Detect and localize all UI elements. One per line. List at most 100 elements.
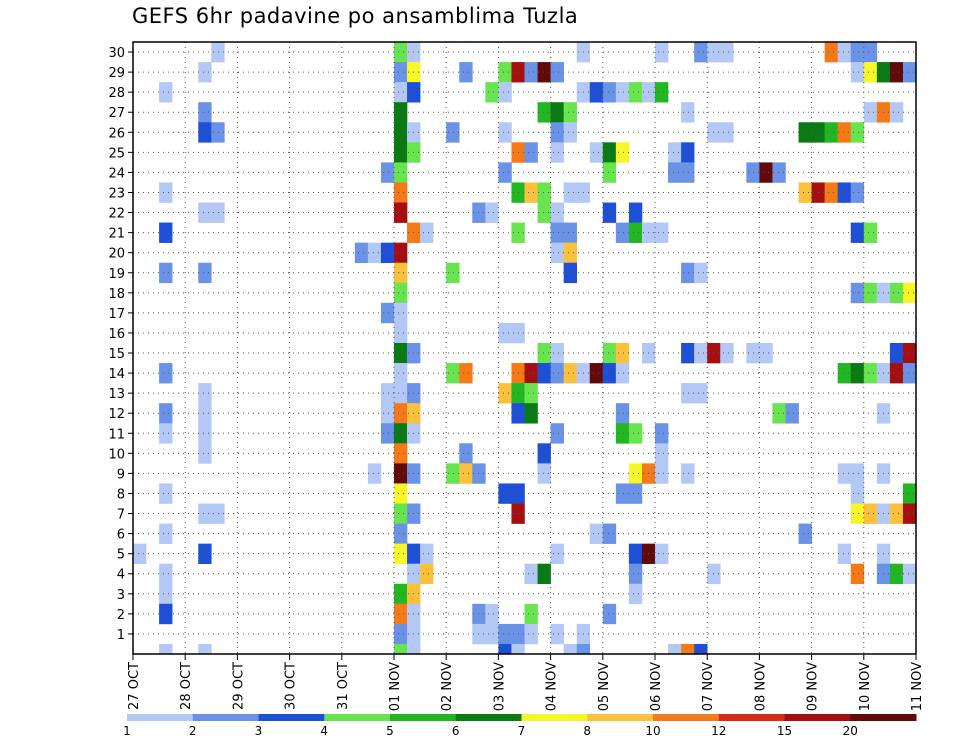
heatmap-cell	[824, 182, 838, 203]
heatmap-cell	[668, 142, 682, 163]
grid-lines	[133, 42, 916, 654]
heatmap-cell	[902, 342, 917, 364]
heatmap-cell	[889, 102, 904, 123]
heatmap-cell	[420, 543, 434, 565]
heatmap-cell	[850, 483, 865, 504]
heatmap-cell	[394, 583, 408, 605]
heatmap-cell	[394, 503, 408, 524]
heatmap-cell	[211, 42, 225, 63]
heatmap-cell	[394, 322, 408, 344]
heatmap-cell	[511, 643, 525, 655]
heatmap-cell	[655, 443, 669, 464]
y-axis: 1234567891011121314151617181920212223242…	[108, 46, 133, 643]
y-tick-label: 16	[108, 327, 125, 342]
heatmap-cell	[837, 42, 852, 63]
y-tick-label: 19	[108, 267, 125, 282]
heatmap-cell	[394, 42, 408, 63]
heatmap-cell	[772, 403, 786, 424]
colorbar-swatch	[587, 714, 654, 721]
heatmap-cell	[863, 503, 878, 524]
heatmap-cell	[524, 182, 538, 203]
heatmap-cell	[628, 583, 643, 605]
y-tick-label: 14	[108, 367, 125, 382]
heatmap-cell	[537, 342, 551, 364]
y-tick-label: 2	[117, 608, 125, 623]
chart-title: GEFS 6hr padavine po ansamblima Tuzla	[132, 4, 579, 28]
heatmap-cell	[550, 122, 564, 143]
heatmap-cell	[524, 623, 538, 645]
heatmap-cell	[615, 483, 630, 504]
heatmap-cell	[615, 423, 630, 444]
heatmap-cell	[668, 162, 682, 183]
x-tick-label: 06 NOV	[649, 662, 664, 711]
heatmap-cell	[394, 142, 408, 163]
heatmap-cell	[850, 282, 865, 304]
heatmap-cell	[420, 563, 434, 585]
y-tick-label: 23	[108, 186, 125, 201]
heatmap-cell	[537, 563, 551, 585]
heatmap-cell	[602, 202, 617, 223]
x-tick-label: 30 OCT	[284, 662, 299, 710]
heatmap-cell	[394, 242, 408, 264]
heatmap-cell	[902, 503, 917, 524]
heatmap-cell	[759, 342, 773, 364]
heatmap-cell	[380, 242, 395, 264]
heatmap-cell	[524, 563, 538, 585]
heatmap-cell	[628, 222, 643, 243]
heatmap-cell	[615, 142, 630, 163]
heatmap-cell	[681, 142, 695, 163]
heatmap-cell	[394, 523, 408, 544]
y-tick-label: 10	[108, 447, 125, 462]
heatmap-cell	[367, 463, 382, 484]
colorbar-label: 20	[843, 724, 858, 738]
heatmap-cell	[563, 242, 577, 264]
x-tick-label: 10 NOV	[858, 662, 873, 711]
heatmap-cell	[694, 42, 708, 63]
heatmap-cell	[394, 102, 408, 123]
heatmap-cell	[394, 122, 408, 143]
heatmap-cell	[902, 282, 917, 304]
x-tick-label: 03 NOV	[492, 662, 507, 711]
heatmap-cell	[550, 222, 564, 243]
heatmap-cell	[198, 383, 212, 404]
heatmap-cell	[694, 262, 708, 284]
heatmap-cell	[198, 62, 212, 83]
heatmap-cell	[498, 483, 512, 504]
heatmap-cell	[889, 342, 904, 364]
colorbar-label: 1	[123, 724, 131, 738]
heatmap-cell	[498, 383, 512, 404]
heatmap-cell	[772, 162, 786, 183]
heatmap-cell	[655, 423, 669, 444]
heatmap-cell	[198, 102, 212, 123]
heatmap-cell	[459, 62, 473, 83]
colorbar-swatch	[455, 714, 522, 721]
y-tick-label: 15	[108, 347, 125, 362]
heatmap-cell	[785, 403, 799, 424]
heatmap-cell	[380, 302, 395, 324]
heatmap-cell	[850, 122, 865, 143]
heatmap-cell	[380, 403, 395, 424]
heatmap-cell	[550, 543, 564, 565]
y-tick-label: 17	[108, 307, 125, 322]
x-tick-label: 31 OCT	[336, 662, 351, 710]
heatmap-cell	[394, 603, 408, 625]
y-tick-label: 29	[108, 66, 125, 81]
heatmap-cell	[394, 443, 408, 464]
x-tick-label: 28 OCT	[179, 662, 194, 710]
y-tick-label: 27	[108, 106, 125, 121]
x-axis: 27 OCT 28 OCT 29 OCT 30 OCT 31 OCT 01 NOV 02 N…	[127, 654, 925, 711]
heatmap-cell	[720, 42, 734, 63]
y-tick-label: 8	[117, 487, 125, 502]
heatmap-cell	[537, 102, 551, 123]
heatmap-cell	[563, 102, 577, 123]
heatmap-cell	[824, 42, 838, 63]
heatmap-cell	[550, 342, 564, 364]
heatmap-cell	[159, 222, 173, 243]
heatmap-cell	[615, 363, 630, 384]
heatmap-cell	[394, 643, 408, 655]
heatmap-cell	[394, 282, 408, 304]
heatmap-cell	[615, 342, 630, 364]
heatmap-cell	[198, 262, 212, 284]
heatmap-cell	[720, 342, 734, 364]
heatmap-cell	[655, 82, 669, 103]
